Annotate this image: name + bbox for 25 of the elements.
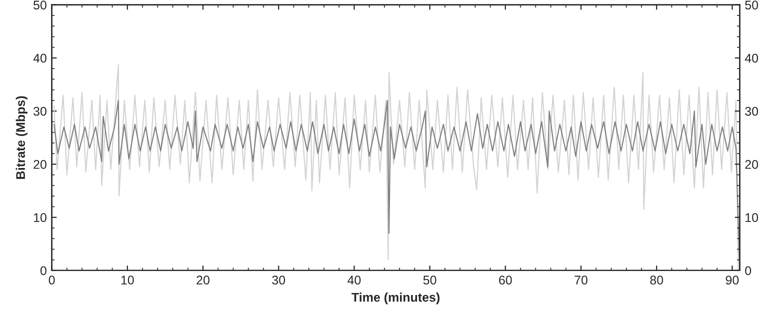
y2-tick-label: 20	[745, 160, 758, 169]
x-tick-label: 80	[650, 276, 664, 285]
y-tick-label: 20	[34, 160, 46, 169]
y-tick-label: 0	[40, 266, 46, 276]
y2-tick-label: 50	[745, 0, 758, 10]
x-tick-label: 40	[348, 276, 361, 285]
x-tick-label: 50	[423, 276, 436, 285]
y-tick-label: 40	[33, 54, 46, 63]
y-tick-label: 30	[34, 106, 46, 116]
x-tick-label: 0	[48, 276, 55, 285]
x-axis-title: Time (minutes)	[352, 292, 440, 304]
x-tick-label: 60	[499, 276, 512, 285]
y-axis-title: Bitrate (Mbps)	[16, 96, 28, 179]
x-tick-label: 70	[574, 276, 588, 285]
y-tick-label: 10	[34, 213, 46, 222]
y2-tick-label: 10	[746, 213, 758, 222]
line-series	[54, 64, 740, 270]
x-tick-label: 20	[196, 276, 210, 285]
y-tick-label: 50	[34, 0, 46, 10]
x-tick-label: 30	[272, 276, 286, 285]
y2-tick-label: 0	[745, 266, 752, 276]
y2-tick-label: 40	[744, 54, 758, 63]
x-tick-label: 90	[726, 276, 739, 285]
y2-tick-label: 30	[745, 106, 758, 116]
x-tick-label: 10	[121, 276, 134, 285]
